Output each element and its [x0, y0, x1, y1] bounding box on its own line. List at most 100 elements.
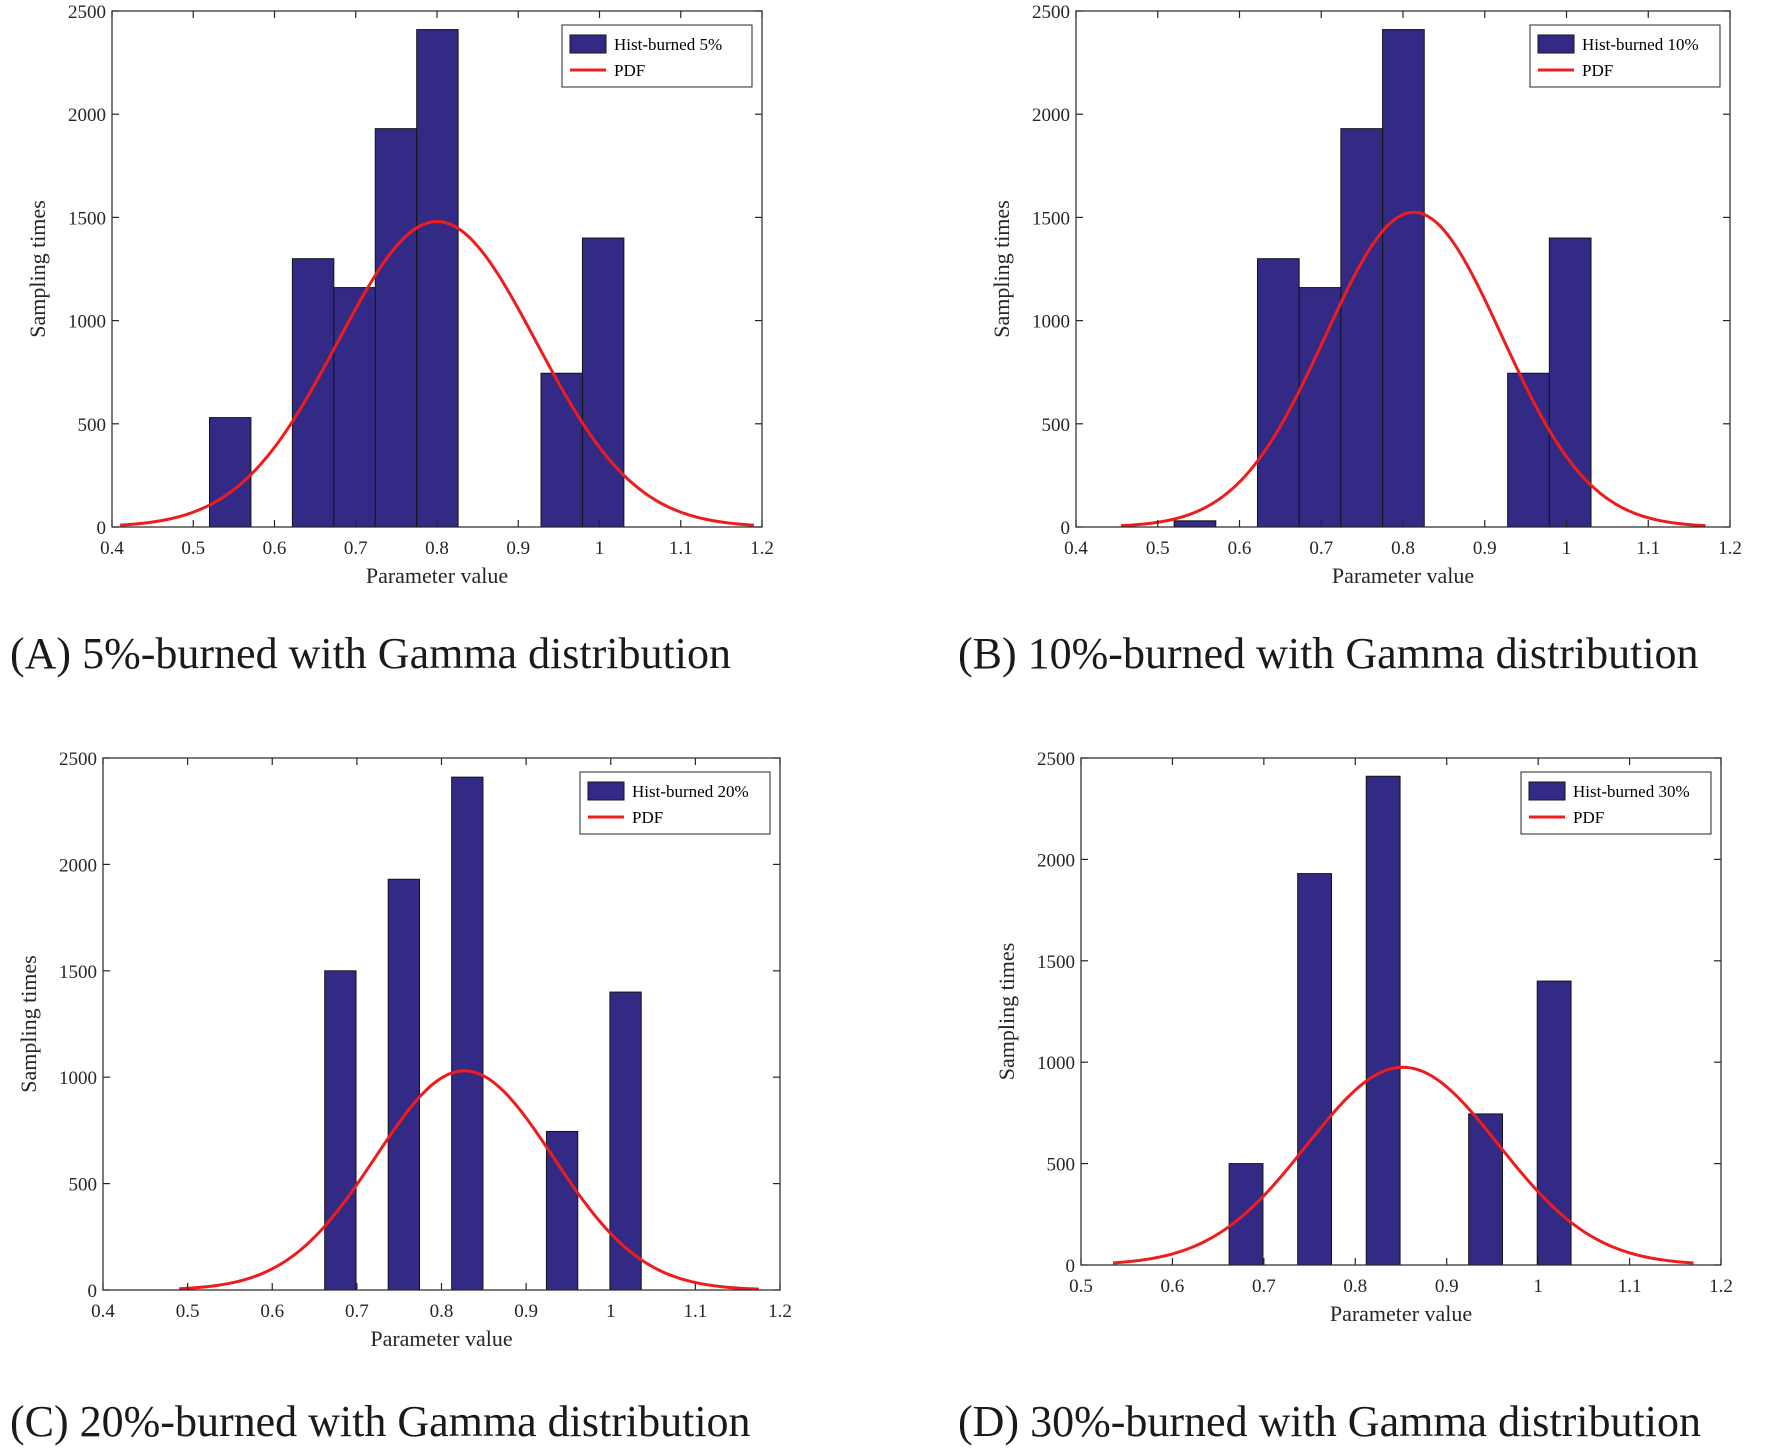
x-tick-label: 1.1: [1618, 1276, 1642, 1297]
x-tick-label: 0.9: [506, 538, 530, 559]
histogram-bar: [1536, 980, 1572, 1266]
pdf-curve: [1120, 210, 1706, 528]
histogram-bar: [209, 417, 252, 528]
histogram-bar: [387, 878, 420, 1291]
y-tick-label: 0: [1061, 518, 1071, 539]
y-tick-label: 2000: [1037, 850, 1075, 871]
histogram-bar: [1256, 258, 1300, 528]
x-tick-label: 0.7: [1252, 1276, 1276, 1297]
x-tick-label: 1.2: [768, 1301, 792, 1322]
x-tick-label: 0.5: [1146, 538, 1170, 559]
histogram-bar: [291, 258, 335, 528]
y-tick-label: 1000: [1032, 312, 1070, 333]
y-axis-label: Sampling times: [25, 200, 50, 338]
x-tick-label: 0.5: [176, 1301, 200, 1322]
histogram-bar: [540, 372, 583, 528]
legend-swatch-histogram: [587, 781, 625, 801]
x-tick-label: 1.1: [1636, 538, 1660, 559]
y-tick-label: 500: [69, 1175, 98, 1196]
legend-label-pdf: PDF: [614, 61, 645, 80]
x-tick-label: 0.5: [1069, 1276, 1093, 1297]
chart-panel-a: 0.4 0.5 0.6 0.7 0.8 0.9 1 1.1 1.2 0 500 1000 1500 200…: [10, 2, 774, 678]
panel-caption: (D) 30%-burned with Gamma distribution: [958, 1397, 1701, 1446]
x-tick-label: 0.7: [1309, 538, 1333, 559]
pdf-curve: [1112, 1065, 1694, 1265]
x-tick-label: 0.9: [514, 1301, 538, 1322]
pdf-curve: [120, 220, 754, 527]
x-tick-label: 1: [595, 538, 605, 559]
legend-swatch-histogram: [1537, 34, 1575, 54]
histogram-bar: [1548, 237, 1592, 528]
histogram-bar: [1340, 128, 1384, 528]
histogram-bar: [609, 991, 642, 1291]
y-tick-label: 1500: [68, 208, 106, 229]
x-tick-label: 0.8: [1391, 538, 1415, 559]
y-tick-label: 1500: [1032, 208, 1070, 229]
x-tick-label: 1.2: [750, 538, 774, 559]
panel-caption: (B) 10%-burned with Gamma distribution: [958, 629, 1699, 678]
y-tick-label: 1000: [1037, 1053, 1075, 1074]
x-tick-label: 1.1: [684, 1301, 708, 1322]
legend: Hist-burned 20% PDF: [579, 771, 771, 835]
y-tick-label: 2000: [1032, 105, 1070, 126]
y-tick-label: 2000: [68, 105, 106, 126]
x-tick-label: 0.6: [1161, 1276, 1185, 1297]
x-tick-label: 1.2: [1709, 1276, 1733, 1297]
legend: Hist-burned 30% PDF: [1520, 771, 1712, 835]
pdf-curve: [179, 1069, 759, 1291]
y-tick-label: 2000: [59, 855, 97, 876]
x-axis-label: Parameter value: [366, 563, 508, 588]
y-axis-label: Sampling times: [989, 200, 1014, 338]
y-tick-label: 2500: [59, 749, 97, 770]
x-tick-label: 0.7: [344, 538, 368, 559]
x-tick-label: 0.4: [1064, 538, 1088, 559]
histogram-bar: [1297, 873, 1333, 1266]
x-tick-label: 0.6: [263, 538, 287, 559]
histogram-bar: [1173, 520, 1217, 528]
y-axis-label: Sampling times: [994, 943, 1019, 1081]
x-tick-label: 0.9: [1473, 538, 1497, 559]
x-tick-label: 0.4: [100, 538, 124, 559]
histogram-bar: [333, 287, 376, 528]
x-tick-label: 1: [606, 1301, 616, 1322]
legend-swatch-histogram: [1528, 781, 1566, 801]
histogram-bar: [1382, 29, 1425, 528]
x-tick-label: 0.6: [1228, 538, 1252, 559]
x-tick-label: 0.9: [1435, 1276, 1459, 1297]
legend-label-pdf: PDF: [1573, 808, 1604, 827]
legend-swatch-histogram: [569, 34, 607, 54]
x-tick-label: 0.8: [430, 1301, 454, 1322]
axes-box: [102, 757, 781, 1291]
axes-box: [1080, 757, 1722, 1266]
x-axis-label: Parameter value: [1330, 1301, 1472, 1326]
legend-label-histogram: Hist-burned 5%: [614, 35, 722, 54]
y-tick-label: 1000: [59, 1068, 97, 1089]
x-tick-label: 0.7: [345, 1301, 369, 1322]
x-tick-label: 0.5: [181, 538, 205, 559]
histogram-bar: [451, 776, 484, 1291]
x-tick-label: 0.6: [260, 1301, 284, 1322]
legend-label-pdf: PDF: [1582, 61, 1613, 80]
legend: Hist-burned 10% PDF: [1529, 24, 1721, 88]
y-tick-label: 0: [1066, 1256, 1076, 1277]
histogram-bar: [1365, 775, 1401, 1266]
x-tick-label: 0.8: [1343, 1276, 1367, 1297]
y-tick-label: 0: [88, 1281, 98, 1302]
histogram-bar: [416, 29, 459, 528]
legend-label-pdf: PDF: [632, 808, 663, 827]
histogram-bar: [545, 1130, 579, 1291]
histogram-bar: [374, 128, 418, 528]
panel-caption: (A) 5%-burned with Gamma distribution: [10, 629, 731, 678]
y-tick-label: 1500: [1037, 952, 1075, 973]
y-tick-label: 2500: [68, 2, 106, 23]
x-tick-label: 0.4: [91, 1301, 115, 1322]
y-tick-label: 500: [1047, 1155, 1076, 1176]
x-axis-label: Parameter value: [370, 1326, 512, 1351]
x-tick-label: 1: [1533, 1276, 1543, 1297]
legend-label-histogram: Hist-burned 20%: [632, 782, 749, 801]
legend-label-histogram: Hist-burned 10%: [1582, 35, 1699, 54]
histogram-bar: [1507, 372, 1550, 528]
histogram-bar: [581, 237, 625, 528]
y-tick-label: 0: [97, 518, 107, 539]
